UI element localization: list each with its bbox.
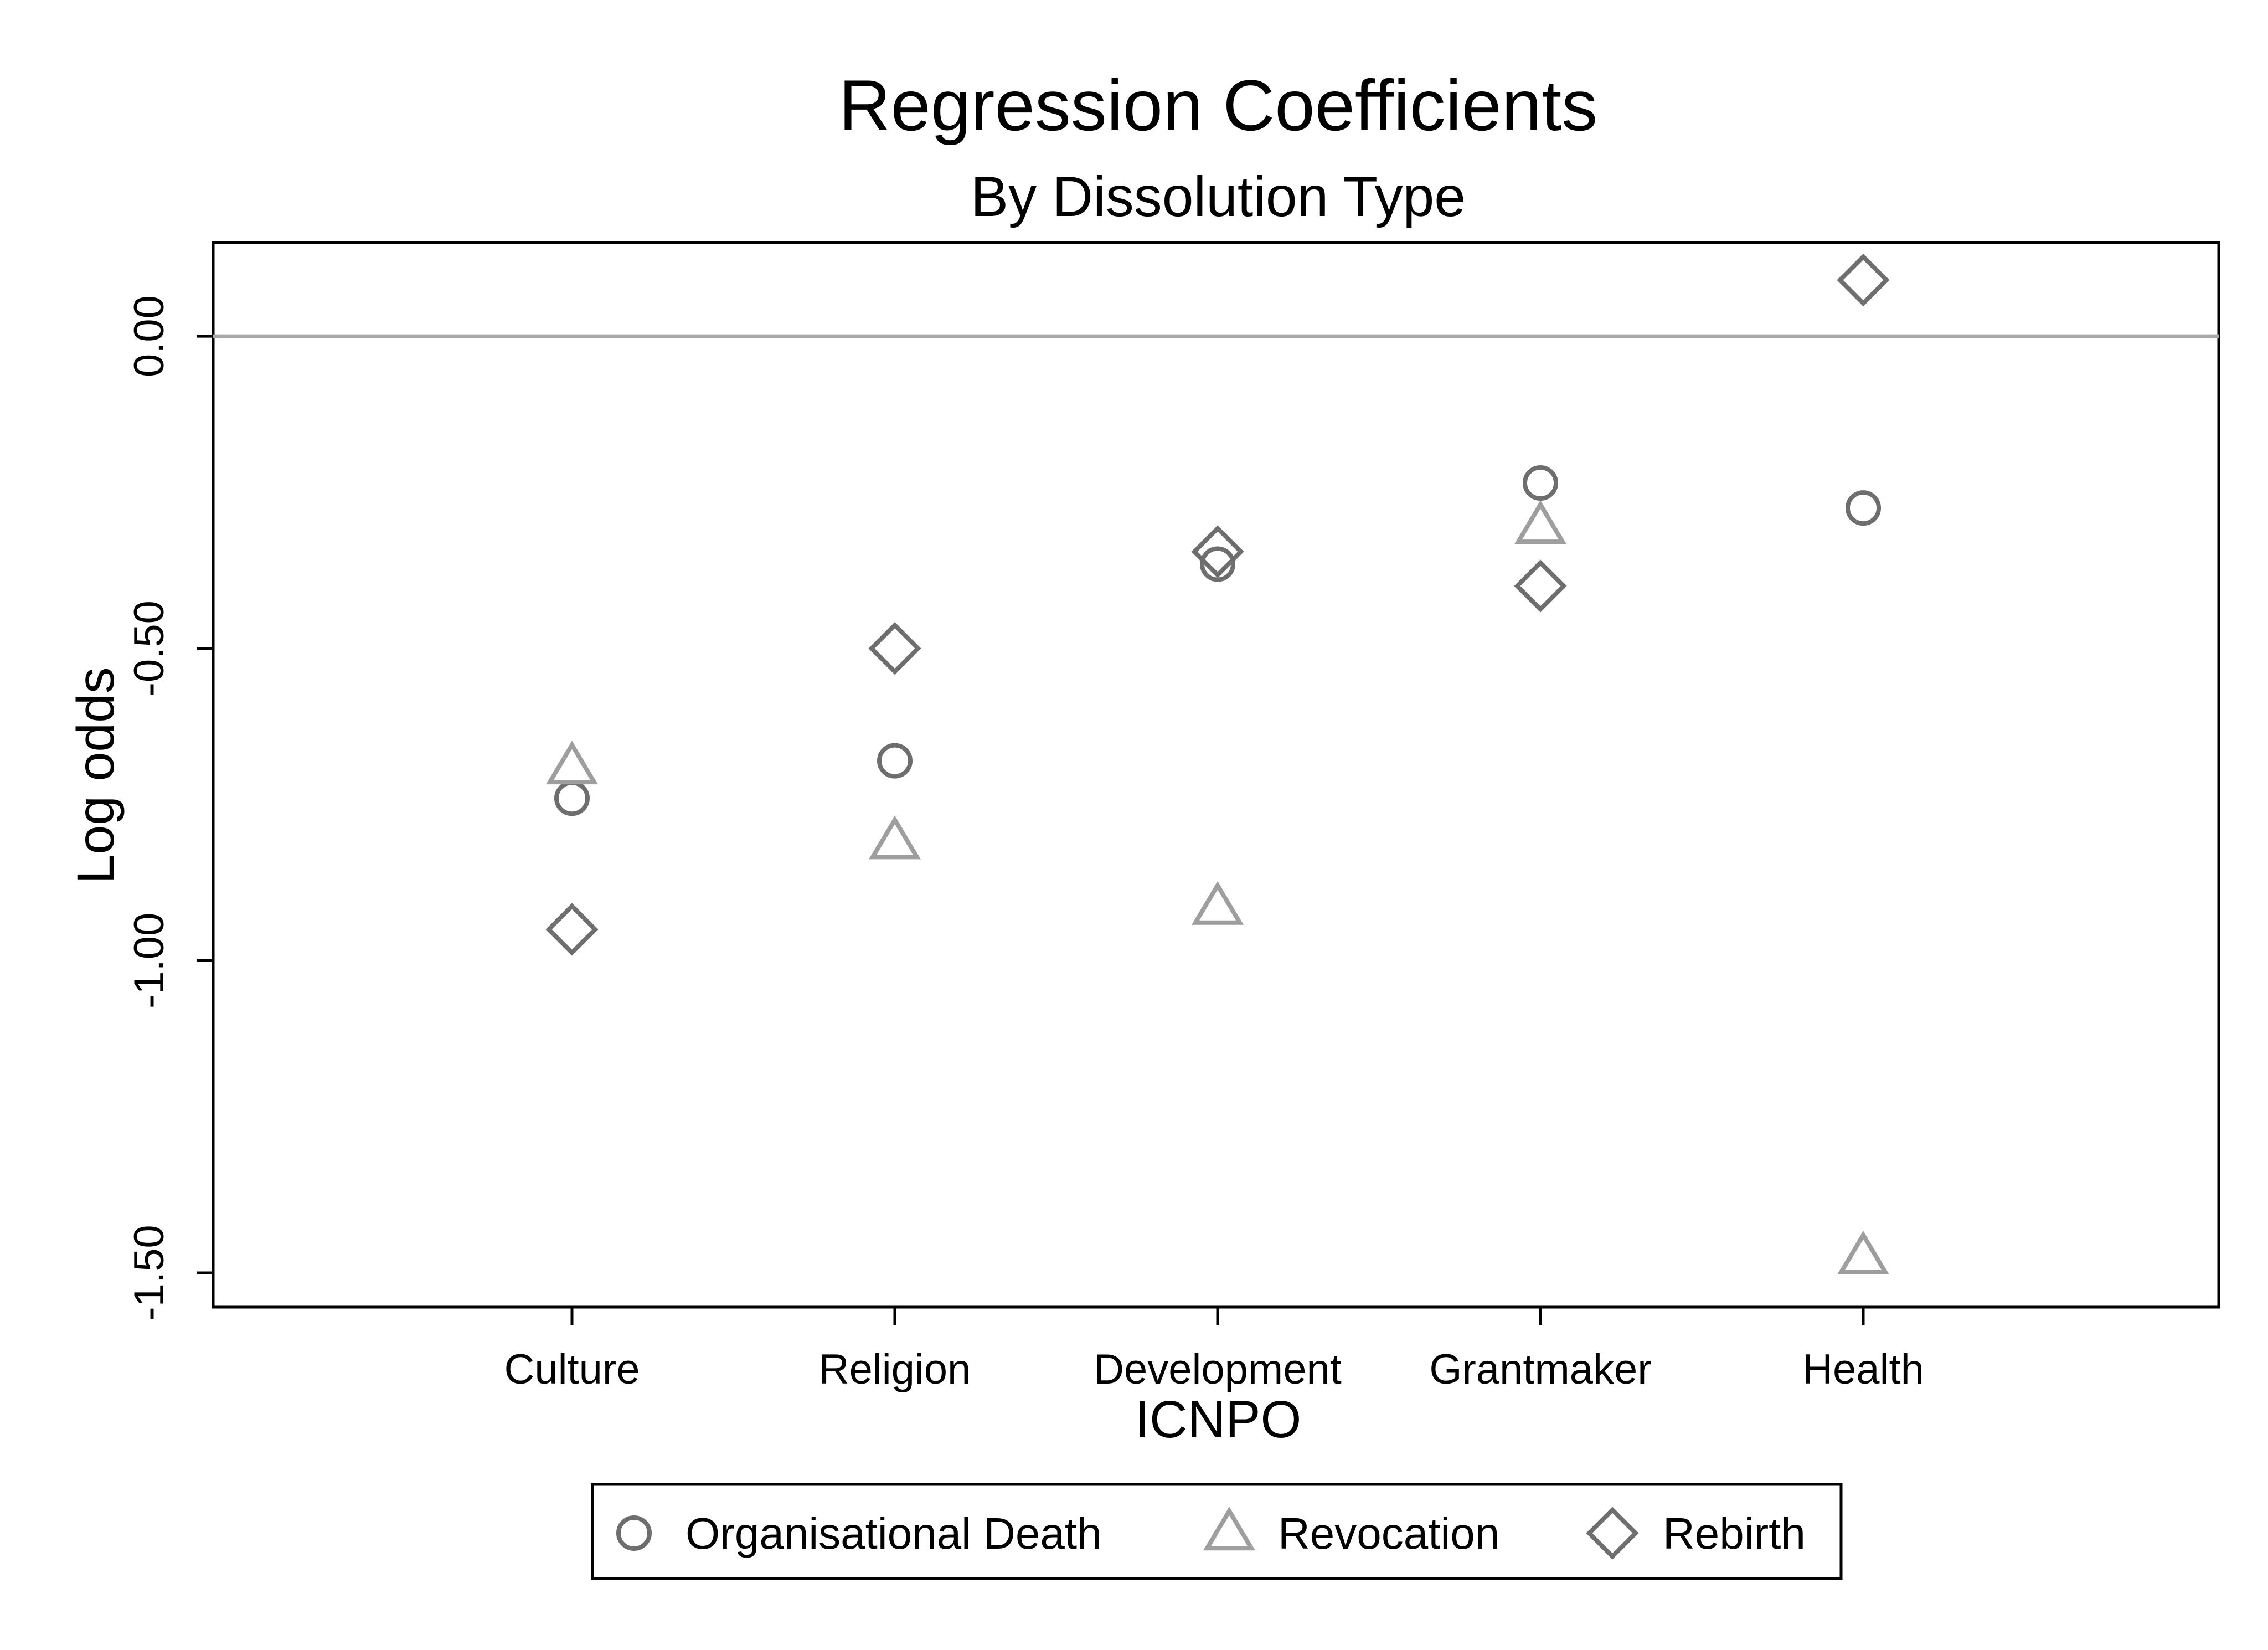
organisational-death-point <box>554 780 590 816</box>
rebirth-point <box>868 622 921 675</box>
y-tick-label: -1.50 <box>126 1225 173 1320</box>
legend-label-revocation: Revocation <box>1278 1509 1499 1558</box>
legend: Organisational Death Revocation Rebirth <box>591 1483 1843 1580</box>
legend-marker-organisational-death <box>616 1515 652 1551</box>
y-tick-label: -1.00 <box>126 913 173 1009</box>
organisational-death-point <box>877 743 913 779</box>
organisational-death-point <box>1846 490 1881 526</box>
x-axis-title: ICNPO <box>1135 1390 1302 1449</box>
chart-subtitle: By Dissolution Type <box>971 165 1466 228</box>
revocation-point <box>868 815 921 860</box>
organisational-death-point <box>1523 465 1558 501</box>
x-tick-label: Grantmaker <box>1429 1346 1651 1393</box>
rebirth-point <box>545 903 599 956</box>
rebirth-point <box>1191 525 1244 578</box>
data-points <box>545 253 1890 1275</box>
legend-label-organisational-death: Organisational Death <box>685 1509 1102 1558</box>
y-tick-label: 0.00 <box>126 295 173 377</box>
legend-marker-rebirth <box>1586 1507 1639 1560</box>
revocation-point <box>1514 500 1567 544</box>
chart-title: Regression Coefficients <box>839 65 1598 146</box>
legend-label-rebirth: Rebirth <box>1663 1509 1806 1558</box>
revocation-point <box>545 741 599 785</box>
x-axis: Culture Religion Development Grantmaker Heal… <box>504 1307 1924 1393</box>
x-tick-label: Culture <box>504 1346 640 1393</box>
legend-marker-revocation <box>1203 1507 1256 1551</box>
organisational-death-point <box>1200 546 1235 582</box>
y-axis: 0.00 -0.50 -1.00 -1.50 <box>126 295 213 1321</box>
rebirth-point <box>1514 559 1567 613</box>
x-tick-label: Health <box>1802 1346 1924 1393</box>
revocation-point <box>1837 1230 1890 1275</box>
x-tick-label: Development <box>1094 1346 1342 1393</box>
y-tick-label: -0.50 <box>126 600 173 696</box>
plot-area <box>212 241 2220 1309</box>
revocation-point <box>1191 881 1244 925</box>
rebirth-point <box>1837 253 1890 307</box>
y-axis-title: Log odds <box>66 667 125 884</box>
x-tick-label: Religion <box>819 1346 971 1393</box>
